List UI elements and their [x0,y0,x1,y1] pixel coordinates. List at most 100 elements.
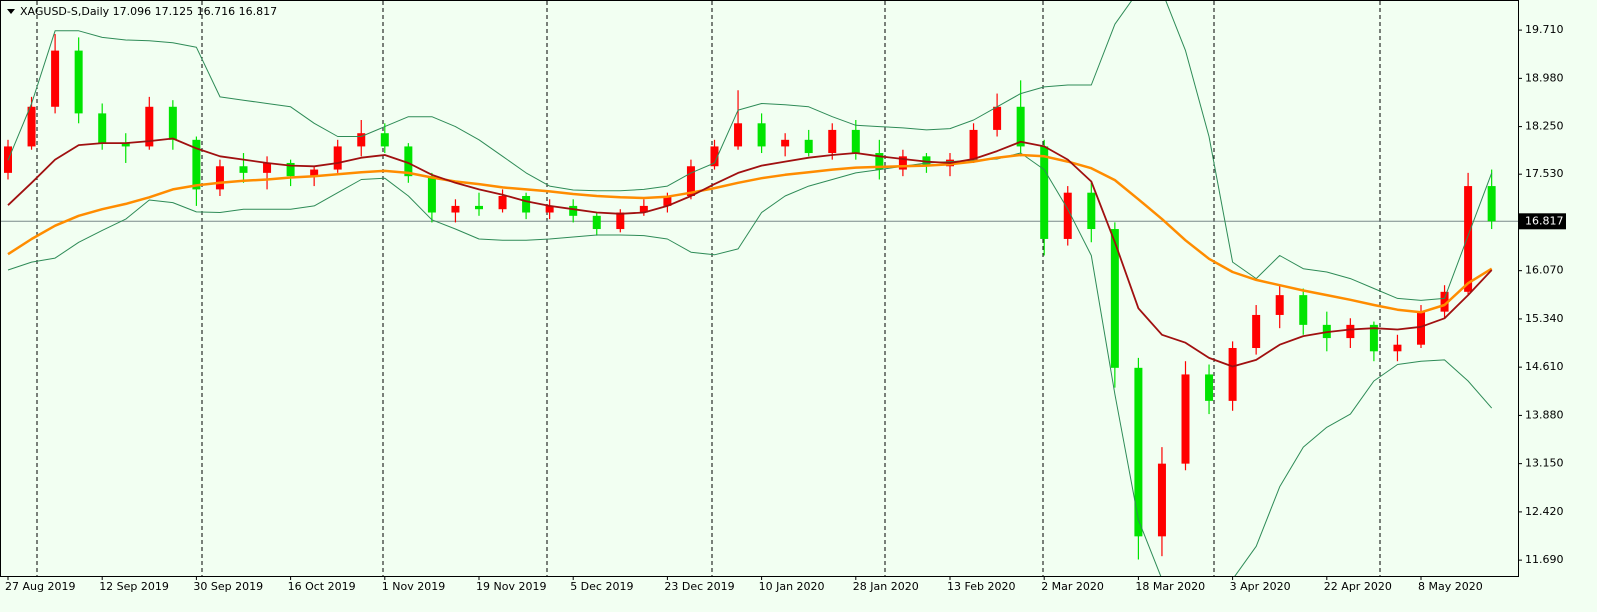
x-tick-label: 19 Nov 2019 [476,580,546,593]
candle-body [1157,463,1166,537]
y-tick-label: 17.530 [1525,167,1564,180]
candle-body [592,215,601,230]
candle-body [663,195,672,206]
candle-body [569,205,578,216]
candle-body [545,205,554,213]
candle-body [804,139,813,154]
candle-body [27,106,36,147]
candle-body [828,129,837,154]
indicator-line [7,152,1493,576]
candle-body [1417,311,1425,345]
x-tick-label: 27 Aug 2019 [5,580,75,593]
chart-title: XAGUSD-S,Daily 17.096 17.125 16.716 16.8… [20,5,277,18]
candle-body [74,50,83,114]
x-tick-label: 8 May 2020 [1418,580,1483,593]
candle-body [145,106,154,147]
candle-body [1487,186,1496,222]
candle-body [121,143,130,147]
x-tick-label: 22 Apr 2020 [1324,580,1392,593]
candle-body [98,113,107,144]
candle-body [781,139,790,147]
candle-body [192,139,201,190]
candle-body [475,205,483,210]
x-tick-label: 28 Jan 2020 [853,580,919,593]
candle-body [898,156,907,170]
x-tick-label: 5 Dec 2019 [570,580,633,593]
candle-body [851,129,860,154]
candle-body [1087,192,1096,230]
candle-body [1228,347,1237,401]
candle-body [286,162,295,177]
candle-body [686,166,695,196]
candle-body [993,106,1002,130]
candle-body [168,106,177,140]
candle-body [1464,186,1473,292]
candle-body [357,133,366,147]
indicator-line [7,1,1493,301]
candle-body [215,166,224,190]
candle-body [1346,324,1355,339]
candle-body [498,195,507,210]
candle-body [639,205,648,213]
candle-body [1299,295,1308,325]
candle-body [1063,192,1072,239]
candle-body [1181,374,1190,464]
candle-body [380,133,389,147]
candle-body [522,195,531,213]
candle-body [757,123,766,147]
x-tick-label: 13 Feb 2020 [947,580,1015,593]
x-tick-label: 1 Nov 2019 [382,580,445,593]
candle-body [404,146,413,177]
x-tick-label: 30 Sep 2019 [193,580,263,593]
x-tick-label: 12 Sep 2019 [99,580,169,593]
candle-body [1440,291,1449,312]
candle-body [1016,106,1025,147]
menu-triangle[interactable] [7,9,15,14]
candle-body [1040,146,1049,239]
candle-body [263,162,272,173]
candle-body [969,129,978,160]
y-tick-label: 16.070 [1525,264,1564,277]
candle-body [51,50,60,107]
candle-body [1275,295,1284,315]
y-tick-label: 18.980 [1525,71,1564,84]
y-tick-label: 14.610 [1525,360,1564,373]
period-separators [36,1,1381,576]
candle-body [1205,374,1214,401]
last-price-box [1518,213,1566,230]
y-tick-label: 18.250 [1525,120,1564,133]
y-tick-label: 13.150 [1525,457,1564,470]
x-tick-label: 10 Jan 2020 [759,580,825,593]
candle-body [427,176,436,213]
candle-body [710,146,719,167]
y-tick-label: 11.690 [1525,553,1564,566]
plot-area [4,1,1496,576]
y-tick-label: 13.880 [1525,408,1564,421]
candle-body [451,205,460,213]
candle-body [1134,367,1143,537]
candle-body [1252,314,1261,348]
y-tick-label: 12.420 [1525,505,1564,518]
candle-body [734,123,743,147]
indicator-line [7,153,1493,314]
x-tick-label: 2 Mar 2020 [1041,580,1104,593]
y-tick-label: 15.340 [1525,312,1564,325]
candle-body [239,166,248,173]
x-tick-label: 23 Dec 2019 [664,580,734,593]
candle-body [616,212,625,230]
indicator-line [7,137,1493,368]
candle-body [333,146,342,170]
candle-body [310,169,319,177]
y-tick-label: 19.710 [1525,23,1564,36]
candle-body [1393,344,1402,352]
last-price-label: 16.817 [1525,214,1564,227]
candle-body [1369,324,1378,352]
plot-frame [0,0,1519,577]
candle-body [875,153,884,170]
x-tick-label: 16 Oct 2019 [288,580,356,593]
x-tick-label: 3 Apr 2020 [1230,580,1291,593]
x-tick-label: 18 Mar 2020 [1135,580,1205,593]
